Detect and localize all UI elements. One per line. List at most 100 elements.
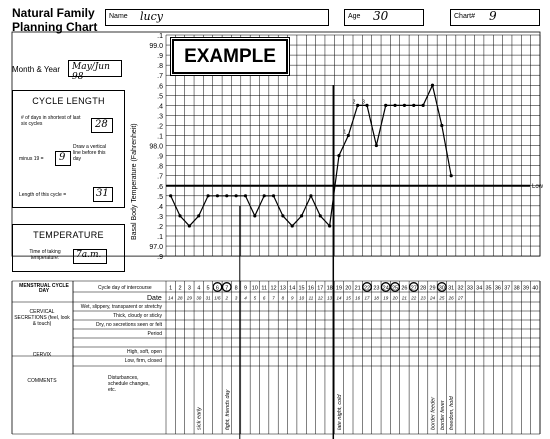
date-value: 30 <box>196 296 202 301</box>
temperature-point <box>225 194 229 198</box>
cycle-length-field[interactable]: 31 <box>93 187 113 202</box>
day-number: 12 <box>270 286 276 292</box>
title-line-1: Natural Family <box>12 6 95 20</box>
name-value: lucy <box>140 10 163 23</box>
day-number: 5 <box>207 286 210 292</box>
temperature-point <box>346 133 350 138</box>
y-tick-label: .5 <box>157 93 163 100</box>
date-value: 22 <box>410 296 417 301</box>
y-tick-label: 97.0 <box>149 244 163 251</box>
minus-result-field[interactable]: 9 <box>55 151 71 166</box>
cervix-option: Low, firm, closed <box>124 358 162 364</box>
month-year-field[interactable]: May/Jun 98 <box>68 60 122 82</box>
day-number: 3 <box>188 286 191 292</box>
date-value: 27 <box>457 296 464 301</box>
cycle-length-label: Length of this cycle = <box>19 192 67 198</box>
intercourse-circle <box>221 282 232 292</box>
day-number: 20 <box>345 286 351 292</box>
date-value: 9 <box>291 296 294 301</box>
title-line-2: Planning Chart <box>12 20 98 34</box>
day-number: 15 <box>299 286 305 292</box>
temperature-point <box>356 103 360 107</box>
temperature-point <box>374 143 378 148</box>
date-label: Date <box>147 295 162 302</box>
y-tick-label: .7 <box>157 174 163 181</box>
cycle-length-value: 31 <box>96 188 109 199</box>
day-number: 23 <box>373 286 379 292</box>
date-value: 12 <box>318 296 324 301</box>
y-tick-label: .3 <box>157 113 163 120</box>
temperature-point <box>197 214 201 218</box>
y-tick-label: 99.0 <box>149 43 163 50</box>
day-number: 30 <box>439 286 445 292</box>
temperature-point <box>318 214 322 218</box>
temperature-point <box>393 103 397 107</box>
cervical-option: Dry, no secretions seen or felt <box>95 322 162 328</box>
comment-entry: border feeder <box>430 396 436 430</box>
chart-number-field[interactable]: Chart# 9 <box>450 9 540 26</box>
day-number: 34 <box>476 286 482 292</box>
date-value: 3 <box>235 296 238 301</box>
y-tick-label: .8 <box>157 63 163 70</box>
temperature-point <box>206 194 210 198</box>
shortest-cycle-field[interactable]: 28 <box>91 118 113 133</box>
intercourse-circle <box>408 282 419 292</box>
comment-entry: border fever <box>440 399 446 430</box>
temperature-point <box>169 194 173 198</box>
day-number: 40 <box>532 286 538 292</box>
day-number: 4 <box>197 286 200 292</box>
age-field[interactable]: Age 30 <box>344 9 424 26</box>
y-tick-label: .9 <box>157 254 163 261</box>
day-number: 36 <box>495 286 501 292</box>
shortest-cycle-value: 28 <box>95 119 108 130</box>
temperature-point <box>215 194 220 198</box>
y-tick-label: .2 <box>157 224 163 231</box>
temperature-point <box>402 103 407 107</box>
day-number: 1 <box>169 286 172 292</box>
cervical-row-label: CERVICAL SECRETIONS (feel, look & touch) <box>14 309 70 327</box>
coverline-label: Low <box>532 184 544 190</box>
month-year-value: May/Jun 98 <box>72 62 110 82</box>
cervical-option: Thick, cloudy or sticky <box>113 313 162 319</box>
temperature-point <box>253 214 257 218</box>
example-banner: EXAMPLE <box>172 39 288 74</box>
day-number: 29 <box>429 286 435 292</box>
date-value: 21 <box>401 296 408 301</box>
day-number: 19 <box>336 286 342 292</box>
comment-entry: late night, cold <box>337 394 343 430</box>
day-number: 28 <box>420 286 426 292</box>
day-number: 27 <box>411 286 417 292</box>
bottom-table-grid: 1 2 3 4 5 6 7 8 9 10 11 12 13 14 15 16 17 18 19 20 21 22 23 24 2… <box>11 280 541 435</box>
cervical-option: Period <box>147 331 162 337</box>
temperature-point <box>271 194 276 198</box>
temperature-point <box>243 194 248 198</box>
date-value: 23 <box>420 296 427 301</box>
day-number: 6 <box>216 286 219 292</box>
day-number: 38 <box>514 286 520 292</box>
y-tick-label: .7 <box>157 73 163 80</box>
temperature-point <box>384 103 388 107</box>
temperature-point <box>337 154 341 158</box>
name-field[interactable]: Name lucy <box>105 9 329 26</box>
temperature-point <box>440 123 444 128</box>
minus-result-value: 9 <box>59 152 66 163</box>
date-value: 25 <box>438 296 445 301</box>
date-value: 24 <box>429 296 436 301</box>
comment-entry: fight, friends day <box>225 388 231 430</box>
comment-entry: freedom, hold <box>449 395 455 430</box>
date-value: 17 <box>365 296 371 301</box>
temperature-point <box>412 103 416 107</box>
day-number: 18 <box>327 286 333 292</box>
date-value: 16 <box>355 296 361 301</box>
intercourse-circle <box>212 282 223 292</box>
intercourse-circle <box>380 282 391 292</box>
day-number: 32 <box>457 286 463 292</box>
cervical-option: Wet, slippery, transparent or stretchy <box>80 304 162 310</box>
day-number: 10 <box>252 286 258 292</box>
temperature-point <box>281 214 285 218</box>
chart-frame <box>11 31 541 257</box>
date-value: 14 <box>336 296 342 301</box>
y-tick-label: .4 <box>157 103 163 110</box>
date-value: 6 <box>263 296 266 301</box>
temperature-point <box>421 103 425 107</box>
